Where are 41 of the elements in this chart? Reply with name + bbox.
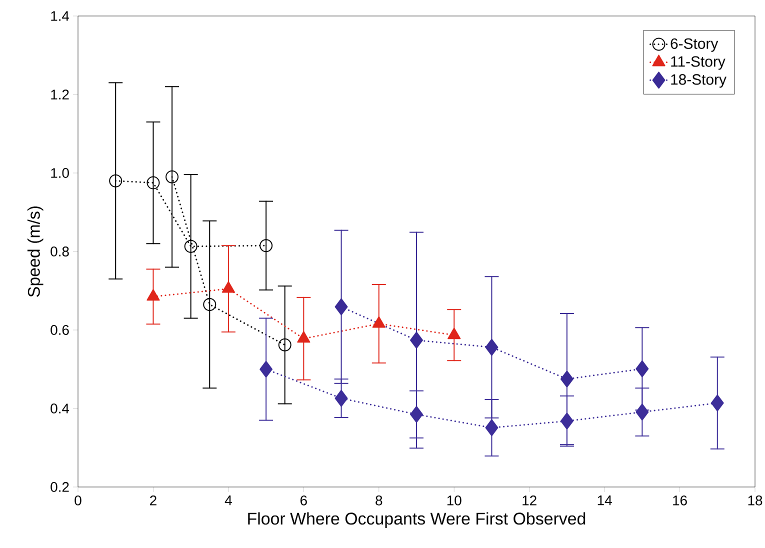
y-tick-label: 0.2 [50,482,69,492]
point [260,360,273,378]
x-tick-label: 4 [224,496,232,506]
x-tick-label: 0 [74,496,82,506]
point [334,298,348,316]
y-tick-label: 0.6 [50,325,69,335]
legend-label: 18-Story [671,74,726,88]
point [109,174,122,188]
x-tick-label: 10 [447,496,462,506]
x-axis-title: Floor Where Occupants Were First Observed [248,512,586,528]
point [260,239,273,252]
x-tick-label: 6 [300,496,307,506]
point [485,338,498,356]
x-tick-label: 8 [376,496,382,506]
y-axis-title: Speed (m/s) [27,206,44,297]
point [410,406,424,423]
point [485,419,498,436]
point [203,298,216,311]
y-tick-label: 0.4 [50,404,70,414]
point [636,360,649,378]
x-tick-label: 12 [522,496,536,506]
point [410,332,424,349]
point [560,412,574,430]
point [334,390,348,407]
legend-label: 11-Story [671,56,726,70]
point [184,240,198,253]
y-tick-label: 1.0 [51,168,69,178]
point [166,170,179,184]
point [146,176,160,190]
point [560,370,574,388]
y-tick-label: 1.4 [51,11,70,21]
x-tick-label: 2 [150,496,156,506]
y-tick-label: 0.8 [50,246,69,256]
point [278,338,292,352]
y-tick-label: 1.2 [51,90,69,100]
point [636,404,649,421]
x-tick-label: 14 [598,496,612,506]
point [710,394,724,412]
legend-label: 6-Story [670,38,718,52]
x-tick-label: 16 [673,496,687,506]
x-tick-label: 18 [748,496,762,506]
